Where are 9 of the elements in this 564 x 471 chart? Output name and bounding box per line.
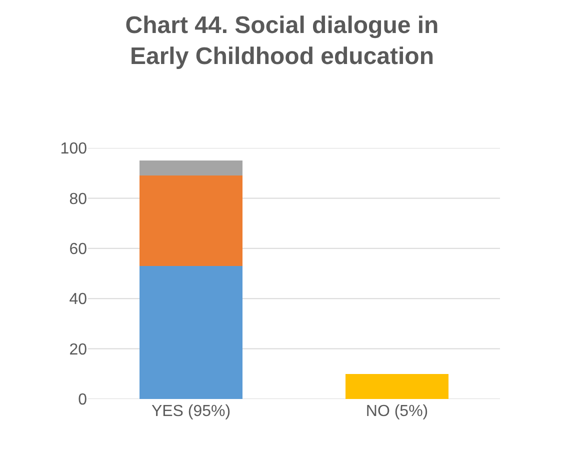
x-tick-label: NO (5%) xyxy=(366,403,428,420)
chart-title: Chart 44. Social dialogue in Early Childhood education xyxy=(125,12,439,70)
y-tick-label: 40 xyxy=(69,291,88,308)
y-tick-label: 0 xyxy=(78,392,88,409)
y-tick-label: 80 xyxy=(69,190,88,208)
y-tick-label: 60 xyxy=(69,241,88,258)
x-tick-label: YES (95%) xyxy=(151,403,231,420)
y-tick-label: 100 xyxy=(60,140,88,158)
y-tick-label: 20 xyxy=(69,341,88,358)
